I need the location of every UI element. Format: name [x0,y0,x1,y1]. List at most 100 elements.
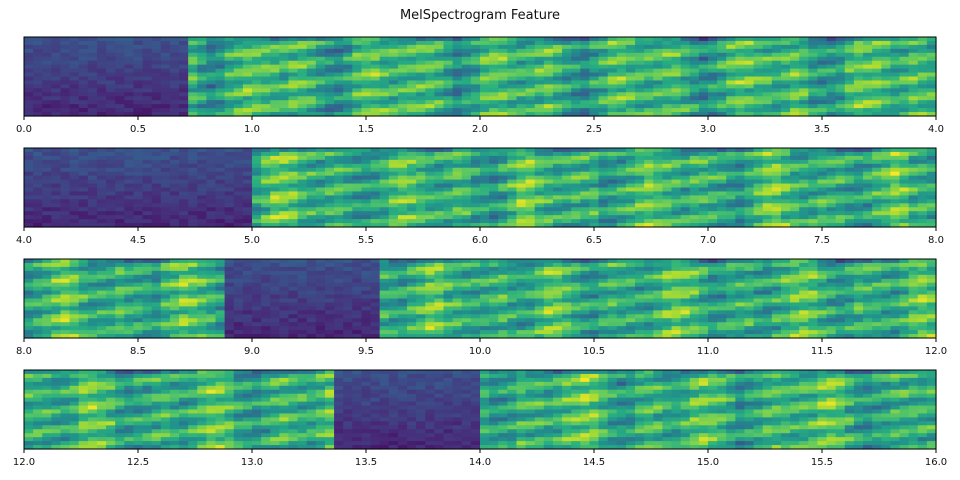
heatmap-cell [315,298,326,304]
heatmap-cell [653,60,663,66]
heatmap-cell [808,100,819,105]
heatmap-cell [580,175,591,181]
heatmap-cell [324,104,335,109]
heatmap-cell [370,100,381,105]
heatmap-cell [106,259,116,264]
heatmap-cell [708,155,718,161]
heatmap-cell [160,259,171,264]
heatmap-cell [169,215,180,220]
heatmap-cell [534,183,545,189]
heatmap-cell [388,195,399,200]
heatmap-cell [279,56,290,62]
heatmap-cell [461,44,472,50]
heatmap-cell [33,334,43,339]
heatmap-cell [844,211,855,216]
heatmap-cell [78,52,89,58]
heatmap-cell [708,195,718,200]
heatmap-cell [279,72,290,78]
heatmap-cell [78,80,89,85]
heatmap-cell [452,278,463,284]
heatmap-cell [370,219,381,224]
heatmap-cell [215,274,226,280]
heatmap-cell [480,163,490,169]
heatmap-cell [215,306,226,311]
heatmap-cell [87,80,98,85]
heatmap-cell [51,171,62,177]
heatmap-cell [844,148,855,153]
heatmap-cell [297,52,308,58]
heatmap-cell [124,259,135,264]
heatmap-cell [808,199,819,204]
heatmap-cell [835,88,846,93]
heatmap-cell [443,163,454,169]
heatmap-cell [753,148,764,153]
heatmap-cell [726,191,736,196]
heatmap-cell [552,64,563,70]
heatmap-cell [33,100,43,105]
heatmap-cell [279,108,290,113]
heatmap-cell [160,187,171,193]
heatmap-cell [744,56,755,62]
heatmap-cell [863,64,873,70]
heatmap-cell [434,211,445,216]
heatmap-cell [179,270,189,276]
heatmap-cell [662,37,673,42]
heatmap-cell [671,80,682,85]
heatmap-cell [407,266,417,272]
heatmap-cell [315,195,326,200]
heatmap-cell [297,334,308,339]
heatmap-cell [33,306,43,311]
heatmap-cell [361,270,372,276]
heatmap-cell [42,80,52,85]
heatmap-cell [306,259,317,264]
heatmap-cell [142,163,153,169]
heatmap-cell [808,48,819,54]
heatmap-cell [288,211,299,216]
heatmap-cell [817,112,828,117]
heatmap-cell [616,60,627,66]
heatmap-cell [808,215,819,220]
heatmap-cell [917,52,928,58]
heatmap-cell [151,330,162,335]
heatmap-cell [653,219,663,224]
heatmap-cell [233,84,244,89]
heatmap-cell [69,40,80,46]
heatmap-cell [270,187,280,193]
heatmap-cell [790,72,800,78]
heatmap-cell [808,52,819,58]
heatmap-cell [169,155,180,161]
heatmap-cell [543,187,554,193]
heatmap-cell [252,179,262,185]
heatmap-cell [133,298,144,304]
heatmap-cell [51,266,62,272]
heatmap-cell [899,80,910,85]
heatmap-cell [160,215,171,220]
heatmap-cell [215,175,226,181]
heatmap-cell [863,148,873,153]
heatmap-cell [78,112,89,117]
heatmap-cell [215,183,226,189]
heatmap-cell [69,155,80,161]
heatmap-cell [908,179,919,185]
heatmap-cell [388,37,399,42]
heatmap-cell [662,60,673,66]
heatmap-cell [653,40,663,46]
heatmap-cell [452,72,463,78]
heatmap-cell [379,302,390,307]
heatmap-cell [361,148,372,153]
heatmap-cell [762,191,773,196]
heatmap-cell [315,37,326,42]
heatmap-cell [835,60,846,66]
heatmap-cell [279,163,290,169]
heatmap-cell [808,40,819,46]
heatmap-cell [890,187,901,193]
heatmap-cell [115,48,125,54]
heatmap-cell [179,322,189,327]
heatmap-cell [160,167,171,173]
heatmap-cell [334,298,344,304]
heatmap-cell [452,306,463,311]
heatmap-cell [306,278,317,284]
heatmap-cell [379,199,390,204]
heatmap-cell [124,167,135,173]
heatmap-cell [744,183,755,189]
